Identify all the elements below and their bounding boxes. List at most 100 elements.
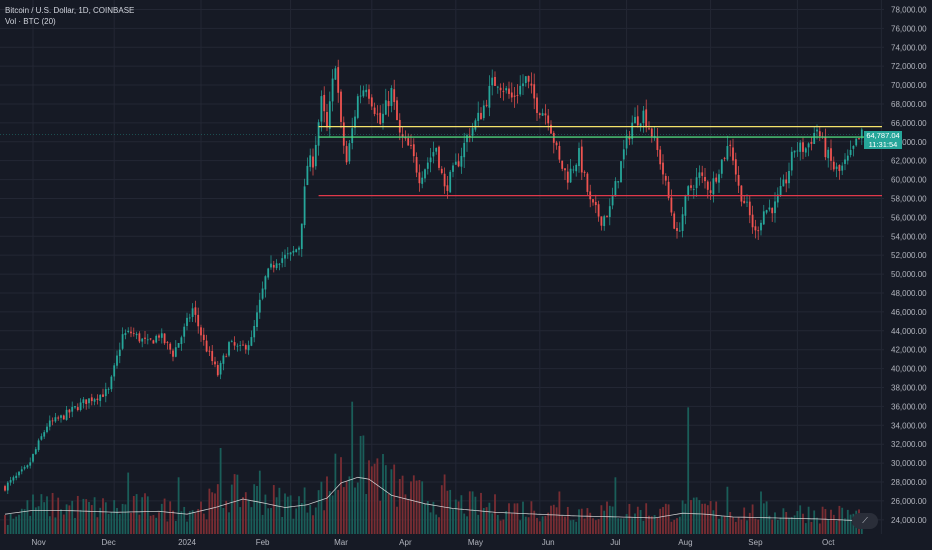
volume-bar (558, 491, 561, 534)
candle-body (384, 100, 387, 115)
volume-bar (253, 484, 256, 534)
candle-body (536, 97, 538, 113)
candle-body (496, 86, 499, 88)
volume-bar (281, 516, 284, 534)
candle-body (746, 201, 748, 203)
volume-bar (746, 520, 748, 534)
candle-body (457, 161, 460, 167)
candle-body (656, 137, 659, 151)
candle-body (200, 327, 202, 336)
tradingview-logo-icon[interactable]: ⟋ (852, 513, 878, 529)
volume-bar (779, 517, 782, 534)
volume-bar (513, 503, 516, 534)
candle-body (827, 149, 830, 159)
candle-body (743, 200, 746, 204)
candle-body (12, 477, 15, 481)
candle-body (592, 199, 594, 203)
candle-body (706, 181, 709, 190)
volume-bar (673, 519, 676, 534)
volume-bar (687, 407, 690, 534)
candle-body (424, 169, 426, 179)
volume-bar (328, 491, 331, 534)
volume-bar (692, 497, 695, 534)
volume-bar (40, 494, 43, 534)
volume-bar (250, 507, 253, 534)
price-axis[interactable]: 24,000.00 26,000.00 28,000.00 30,000.00 32,0… (884, 0, 932, 550)
price-tick-label: 72,000.00 (891, 62, 927, 71)
volume-bar (426, 500, 429, 534)
volume-bar (835, 520, 838, 534)
volume-bar (141, 497, 144, 534)
volume-bar (85, 499, 88, 534)
volume-bar (614, 477, 617, 534)
volume-bar (611, 506, 614, 534)
candle-body (648, 128, 650, 130)
candle-body (415, 157, 418, 173)
volume-bar (790, 517, 793, 534)
time-tick-label: Mar (334, 538, 348, 547)
candle-body (583, 171, 586, 173)
bar-countdown: 11:31:54 (868, 140, 898, 149)
volume-bar (71, 500, 74, 534)
price-tick-label: 78,000.00 (891, 5, 927, 14)
volume-bar (841, 507, 844, 534)
volume-bar (208, 488, 211, 534)
volume-bar (488, 502, 491, 534)
volume-bar (519, 520, 522, 534)
volume-bar (572, 519, 575, 534)
candle-body (236, 345, 239, 347)
volume-bar (480, 492, 482, 534)
candle-body (130, 331, 132, 334)
candle-body (505, 88, 508, 91)
candle-body (418, 172, 421, 184)
volume-bar (32, 494, 34, 534)
candle-body (502, 91, 505, 93)
candle-body (452, 165, 454, 172)
volume-bar (404, 494, 407, 534)
last-price: 64,787.04 (866, 131, 900, 140)
volume-bar (440, 485, 443, 534)
price-tick-label: 46,000.00 (891, 308, 927, 317)
candle-body (51, 420, 54, 422)
volume-bar (466, 516, 468, 534)
volume-bar (776, 520, 779, 534)
candle-body (645, 109, 648, 128)
volume-indicator-label[interactable]: Vol · BTC (20) (5, 17, 56, 26)
volume-bar (510, 513, 513, 534)
candle-body (239, 345, 242, 346)
symbol-title[interactable]: Bitcoin / U.S. Dollar, 1D, COINBASE (5, 6, 135, 15)
candle-body (684, 196, 687, 216)
candle-body (723, 157, 726, 159)
volume-bar (550, 505, 552, 534)
volume-bar (177, 477, 180, 534)
candle-body (734, 159, 737, 175)
candle-body (62, 415, 65, 420)
candle-body (522, 83, 524, 87)
volume-bar (174, 520, 177, 534)
volume-bar (118, 514, 121, 534)
volume-bar (284, 493, 286, 534)
candle-body (712, 178, 715, 195)
price-tick-label: 54,000.00 (891, 232, 927, 241)
candle-body (149, 338, 152, 340)
candle-body (480, 112, 482, 120)
candle-body (348, 143, 351, 162)
candle-body (832, 161, 835, 170)
candle-body (695, 177, 698, 189)
volume-bar (813, 510, 816, 534)
candle-body (32, 453, 34, 462)
candle-body (662, 162, 664, 175)
volume-bar (608, 505, 611, 534)
time-tick-label: Apr (399, 538, 412, 547)
candle-body (494, 76, 496, 86)
candle-body (578, 148, 580, 167)
candle-body (737, 175, 740, 186)
candle-body (76, 407, 79, 411)
candle-body (382, 113, 384, 124)
time-axis[interactable]: Nov Dec 2024 Feb Mar Apr May Jun Jul Aug Sep Oct (0, 534, 932, 550)
candle-body (26, 465, 29, 468)
candle-body (726, 146, 729, 160)
volume-bar (541, 516, 544, 534)
volume-bar (533, 510, 536, 534)
